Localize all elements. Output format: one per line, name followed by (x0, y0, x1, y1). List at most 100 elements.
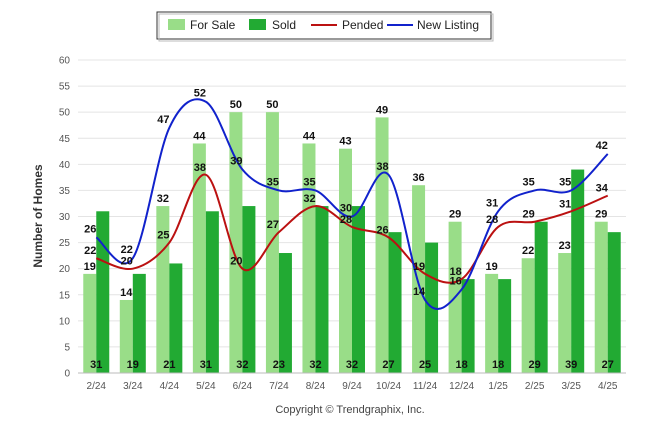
x-tick-label: 1/25 (488, 381, 508, 392)
bar (461, 279, 475, 373)
bar (119, 299, 133, 373)
new-listing-value-label: 39 (230, 156, 242, 168)
bar (132, 273, 146, 373)
new-listing-value-label: 30 (340, 203, 352, 215)
x-tick-label: 9/24 (342, 381, 362, 392)
pended-value-label: 34 (596, 183, 609, 195)
bar (375, 117, 389, 373)
y-tick-label: 45 (59, 134, 71, 145)
for-sale-value-label: 50 (230, 99, 242, 111)
bar (485, 273, 499, 373)
pended-value-label: 28 (486, 214, 498, 226)
y-tick-label: 5 (64, 342, 70, 353)
for-sale-value-label: 50 (266, 99, 278, 111)
pended-value-label: 22 (84, 245, 96, 257)
new-listing-value-label: 22 (121, 244, 133, 256)
for-sale-value-label: 49 (376, 104, 388, 116)
x-tick-label: 3/25 (561, 381, 581, 392)
sold-value-label: 39 (565, 359, 577, 371)
new-listing-value-label: 35 (267, 176, 279, 188)
new-listing-value-label: 35 (523, 176, 535, 188)
x-tick-label: 4/25 (598, 381, 618, 392)
bar (558, 253, 572, 373)
new-listing-value-label: 38 (376, 161, 388, 173)
for-sale-value-label: 43 (339, 136, 351, 148)
sold-value-label: 31 (90, 359, 102, 371)
y-tick-label: 40 (59, 160, 71, 171)
x-tick-label: 12/24 (449, 381, 474, 392)
sold-value-label: 32 (236, 359, 248, 371)
sold-value-label: 19 (127, 359, 139, 371)
y-tick-label: 50 (59, 108, 71, 119)
y-tick-label: 20 (59, 264, 71, 275)
bar (534, 221, 548, 373)
bar (265, 112, 279, 374)
new-listing-value-label: 42 (596, 140, 608, 152)
legend-swatch (249, 19, 266, 30)
bar (594, 221, 608, 373)
bar (242, 206, 256, 373)
new-listing-value-label: 52 (194, 88, 206, 100)
y-tick-label: 30 (59, 212, 71, 223)
bar (192, 143, 206, 373)
sold-value-label: 25 (419, 359, 431, 371)
series-line (95, 173, 609, 284)
bar (278, 253, 292, 373)
bar (498, 279, 512, 373)
bar (388, 232, 402, 373)
bar (83, 273, 97, 373)
x-tick-label: 11/24 (413, 381, 438, 392)
pended-value-label: 26 (376, 224, 388, 236)
legend: For Sale Sold Pended New Listing (156, 11, 494, 42)
x-tick-label: 5/24 (196, 381, 216, 392)
bar (205, 211, 219, 373)
axes: 0 5 10 15 20 25 30 35 40 45 50 55 60 2/24 3/24 4/24 5/24… (59, 56, 626, 392)
data-labels: 19 14 32 44 50 50 44 43 49 36 29 19 22 23 29 31 19 21 31 32… (84, 88, 614, 371)
for-sale-value-label: 29 (449, 209, 461, 221)
y-tick-label: 60 (59, 56, 71, 67)
y-tick-label: 25 (59, 238, 71, 249)
new-listing-value-label: 14 (413, 286, 426, 298)
new-listing-value-label: 35 (303, 176, 315, 188)
bar (352, 206, 365, 373)
bar (169, 263, 183, 373)
lines (95, 98, 609, 310)
x-tick-label: 2/24 (87, 381, 107, 392)
x-tick-label: 7/24 (269, 381, 289, 392)
x-tick-label: 8/24 (306, 381, 326, 392)
pended-value-label: 20 (121, 256, 133, 268)
bar (96, 211, 110, 373)
sold-value-label: 27 (382, 359, 394, 371)
for-sale-value-label: 23 (559, 240, 571, 252)
y-tick-label: 0 (64, 369, 70, 380)
bar (315, 206, 329, 373)
y-tick-label: 15 (59, 290, 71, 301)
bar (571, 169, 585, 373)
x-tick-label: 4/24 (160, 381, 180, 392)
pended-value-label: 19 (413, 261, 425, 273)
for-sale-value-label: 19 (486, 261, 498, 273)
sold-value-label: 29 (529, 359, 541, 371)
legend-label: Pended (342, 18, 383, 32)
y-tick-label: 55 (59, 82, 71, 93)
y-tick-label: 35 (59, 186, 71, 197)
sold-value-label: 32 (309, 359, 321, 371)
sold-value-label: 32 (346, 359, 358, 371)
for-sale-value-label: 32 (157, 193, 169, 205)
series-line (95, 98, 609, 310)
pended-value-label: 25 (157, 230, 169, 242)
sold-value-label: 23 (273, 359, 285, 371)
x-tick-label: 2/25 (525, 381, 545, 392)
bar (302, 143, 316, 373)
legend-label: For Sale (190, 18, 236, 32)
pended-value-label: 38 (194, 162, 206, 174)
bar (607, 232, 621, 373)
new-listing-value-label: 47 (157, 114, 169, 126)
pended-value-label: 29 (523, 209, 535, 221)
legend-swatch (168, 19, 185, 30)
for-sale-value-label: 29 (595, 209, 607, 221)
for-sale-value-label: 44 (303, 130, 316, 142)
x-tick-label: 10/24 (376, 381, 401, 392)
sold-value-label: 18 (492, 359, 504, 371)
